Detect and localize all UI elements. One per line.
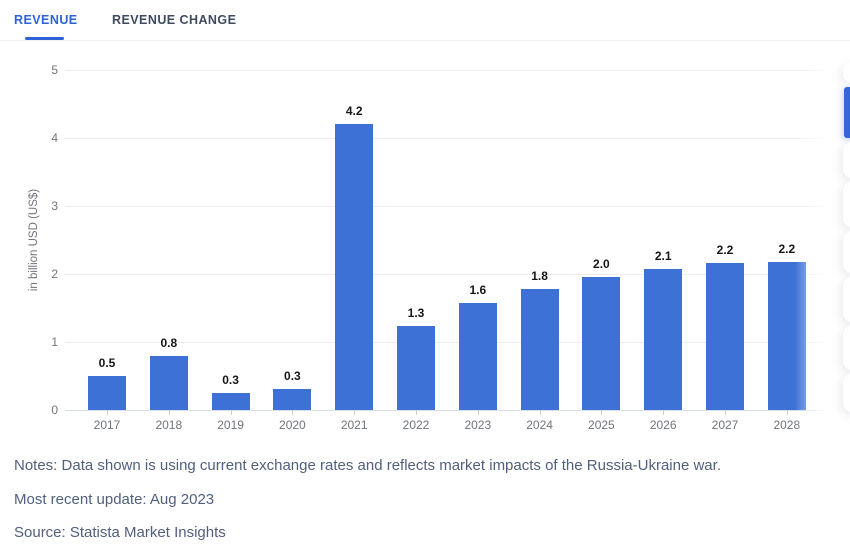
- chart-notes: Notes: Data shown is using current excha…: [14, 457, 721, 474]
- y-axis-title: in billion USD (US$): [28, 188, 40, 292]
- bar-value-2027: 2.2: [716, 243, 734, 258]
- bar-2019[interactable]: [211, 393, 250, 410]
- x-axis-tick-2023: [477, 410, 479, 415]
- bar-value-2025: 2.0: [593, 256, 610, 271]
- floating-button-7[interactable]: [843, 326, 850, 370]
- x-axis-label-2021: 2021: [340, 418, 368, 432]
- y-axis-tick-1: 1: [51, 335, 58, 349]
- tab-revenue[interactable]: REVENUE: [14, 13, 78, 27]
- bar-2022[interactable]: [397, 325, 435, 410]
- x-axis-label-2024: 2024: [526, 418, 553, 432]
- x-axis-tick-2028: [786, 410, 788, 415]
- floating-button-6[interactable]: [843, 277, 850, 322]
- gridline-1: [65, 341, 828, 343]
- bar-value-2018: 0.8: [160, 336, 178, 351]
- bar-2026[interactable]: [644, 269, 683, 410]
- y-axis-tick-2: 2: [51, 267, 58, 281]
- bar-2027[interactable]: [706, 263, 744, 410]
- bar-value-2022: 1.3: [407, 305, 425, 320]
- x-axis-label-2026: 2026: [649, 418, 677, 432]
- bar-value-2017: 0.5: [98, 356, 116, 370]
- y-axis-tick-5: 5: [51, 63, 58, 77]
- x-axis-label-2019: 2019: [217, 418, 244, 432]
- floating-button-8[interactable]: [843, 374, 850, 412]
- x-axis-tick-2022: [416, 410, 417, 415]
- bar-2024[interactable]: [520, 288, 559, 410]
- bar-value-2019: 0.3: [222, 373, 239, 387]
- x-axis-label-2028: 2028: [773, 418, 801, 432]
- x-axis-tick-2026: [663, 410, 665, 415]
- bar-value-2020: 0.3: [284, 368, 301, 383]
- chart-last-update: Most recent update: Aug 2023: [14, 491, 215, 508]
- bar-value-2024: 1.8: [531, 268, 548, 283]
- bar-2021[interactable]: [335, 124, 374, 410]
- gridline-2: [65, 273, 828, 275]
- tab-divider: [0, 40, 850, 41]
- bar-2018[interactable]: [149, 356, 188, 410]
- x-axis-label-2020: 2020: [279, 418, 306, 432]
- bar-2017[interactable]: [88, 376, 126, 410]
- x-axis-tick-2025: [601, 410, 603, 415]
- bar-2025[interactable]: [582, 276, 621, 410]
- x-axis-label-2023: 2023: [464, 418, 492, 432]
- tab-revenue-change[interactable]: REVENUE CHANGE: [112, 13, 237, 27]
- floating-button-2-active[interactable]: [844, 87, 850, 138]
- gridline-0: [65, 409, 828, 411]
- floating-button-5[interactable]: [843, 231, 850, 273]
- x-axis-tick-2018: [168, 410, 170, 415]
- x-axis-tick-2024: [539, 410, 541, 415]
- active-tab-underline: [25, 37, 64, 40]
- y-axis-tick-3: 3: [51, 199, 58, 213]
- x-axis-tick-2027: [725, 410, 726, 415]
- bar-value-2023: 1.6: [469, 283, 487, 298]
- x-axis-tick-2019: [230, 410, 232, 415]
- floating-button-1[interactable]: [843, 62, 850, 83]
- y-axis-tick-0: 0: [51, 403, 58, 417]
- bar-value-2026: 2.1: [654, 249, 672, 264]
- x-axis-label-2025: 2025: [588, 418, 615, 432]
- bar-value-2021: 4.2: [345, 104, 363, 119]
- y-axis-tick-4: 4: [51, 131, 58, 145]
- x-axis-label-2022: 2022: [402, 418, 430, 432]
- x-axis-tick-2021: [354, 410, 356, 415]
- gridline-5: [65, 69, 828, 71]
- chart-source: Source: Statista Market Insights: [14, 524, 226, 541]
- gridline-4: [65, 137, 828, 139]
- x-axis-label-2027: 2027: [711, 418, 739, 432]
- x-axis-label-2018: 2018: [155, 418, 183, 432]
- x-axis-label-2017: 2017: [93, 418, 121, 432]
- bar-2023[interactable]: [458, 303, 497, 410]
- right-edge-fade: [795, 42, 850, 442]
- floating-button-3[interactable]: [843, 142, 850, 178]
- floating-button-4[interactable]: [843, 182, 850, 227]
- bar-value-2028: 2.2: [778, 241, 796, 256]
- x-axis-tick-2017: [107, 410, 108, 415]
- bar-2020[interactable]: [273, 388, 312, 410]
- x-axis-tick-2020: [292, 410, 294, 415]
- gridline-3: [65, 205, 828, 207]
